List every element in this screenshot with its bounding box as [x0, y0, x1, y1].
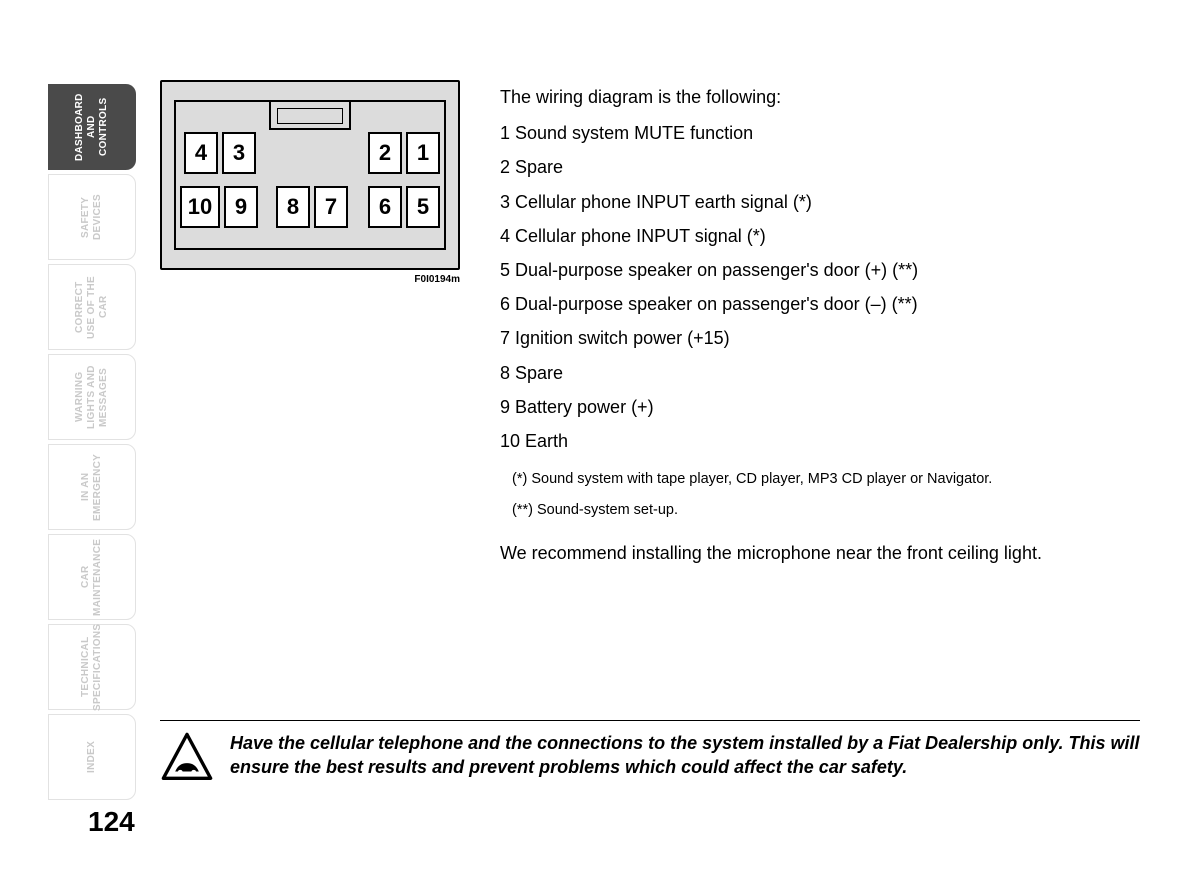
pin-2: 2 — [368, 132, 402, 174]
section-tabs: DASHBOARD AND CONTROLS SAFETY DEVICES CO… — [48, 84, 136, 804]
pin-desc-9: 9 Battery power (+) — [500, 390, 1140, 424]
pin-9: 9 — [224, 186, 258, 228]
pin-desc-6: 6 Dual-purpose speaker on passenger's do… — [500, 287, 1140, 321]
connector-diagram-wrap: 4 3 2 1 10 9 8 7 6 5 F0I0194m — [160, 80, 460, 285]
footnote-1: (*) Sound system with tape player, CD pl… — [512, 468, 1140, 491]
pin-desc-5: 5 Dual-purpose speaker on passenger's do… — [500, 253, 1140, 287]
tab-dashboard-controls[interactable]: DASHBOARD AND CONTROLS — [48, 84, 136, 170]
pin-1: 1 — [406, 132, 440, 174]
pin-7: 7 — [314, 186, 348, 228]
pin-8: 8 — [276, 186, 310, 228]
pin-4: 4 — [184, 132, 218, 174]
intro-line: The wiring diagram is the following: — [500, 80, 1140, 114]
connector-notch — [269, 100, 351, 130]
content-row: 4 3 2 1 10 9 8 7 6 5 F0I0194m The wiring… — [160, 80, 1140, 571]
warning-box: Have the cellular telephone and the conn… — [160, 720, 1140, 785]
pin-desc-7: 7 Ignition switch power (+15) — [500, 321, 1140, 355]
pin-desc-10: 10 Earth — [500, 424, 1140, 458]
manual-page: DASHBOARD AND CONTROLS SAFETY DEVICES CO… — [0, 0, 1200, 882]
wiring-text: The wiring diagram is the following: 1 S… — [500, 80, 1140, 571]
tab-warning-lights[interactable]: WARNING LIGHTS AND MESSAGES — [48, 354, 136, 440]
figure-code: F0I0194m — [160, 274, 460, 285]
recommend-line: We recommend installing the microphone n… — [500, 536, 1140, 570]
page-number: 124 — [88, 806, 135, 838]
tab-index[interactable]: INDEX — [48, 714, 136, 800]
tab-car-maintenance[interactable]: CAR MAINTENANCE — [48, 534, 136, 620]
footnote-2: (**) Sound-system set-up. — [512, 499, 1140, 522]
pin-10: 10 — [180, 186, 220, 228]
pin-desc-8: 8 Spare — [500, 356, 1140, 390]
pin-5: 5 — [406, 186, 440, 228]
tab-correct-use[interactable]: CORRECT USE OF THE CAR — [48, 264, 136, 350]
tab-technical-specs[interactable]: TECHNICAL SPECIFICATIONS — [48, 624, 136, 710]
pin-6: 6 — [368, 186, 402, 228]
warning-car-icon — [160, 731, 214, 785]
pin-desc-3: 3 Cellular phone INPUT earth signal (*) — [500, 185, 1140, 219]
pin-3: 3 — [222, 132, 256, 174]
pin-desc-1: 1 Sound system MUTE function — [500, 116, 1140, 150]
pin-desc-4: 4 Cellular phone INPUT signal (*) — [500, 219, 1140, 253]
connector-notch-inner — [277, 108, 343, 124]
connector-diagram: 4 3 2 1 10 9 8 7 6 5 — [160, 80, 460, 270]
tab-emergency[interactable]: IN AN EMERGENCY — [48, 444, 136, 530]
warning-text: Have the cellular telephone and the conn… — [230, 731, 1140, 780]
tab-safety-devices[interactable]: SAFETY DEVICES — [48, 174, 136, 260]
pin-desc-2: 2 Spare — [500, 150, 1140, 184]
